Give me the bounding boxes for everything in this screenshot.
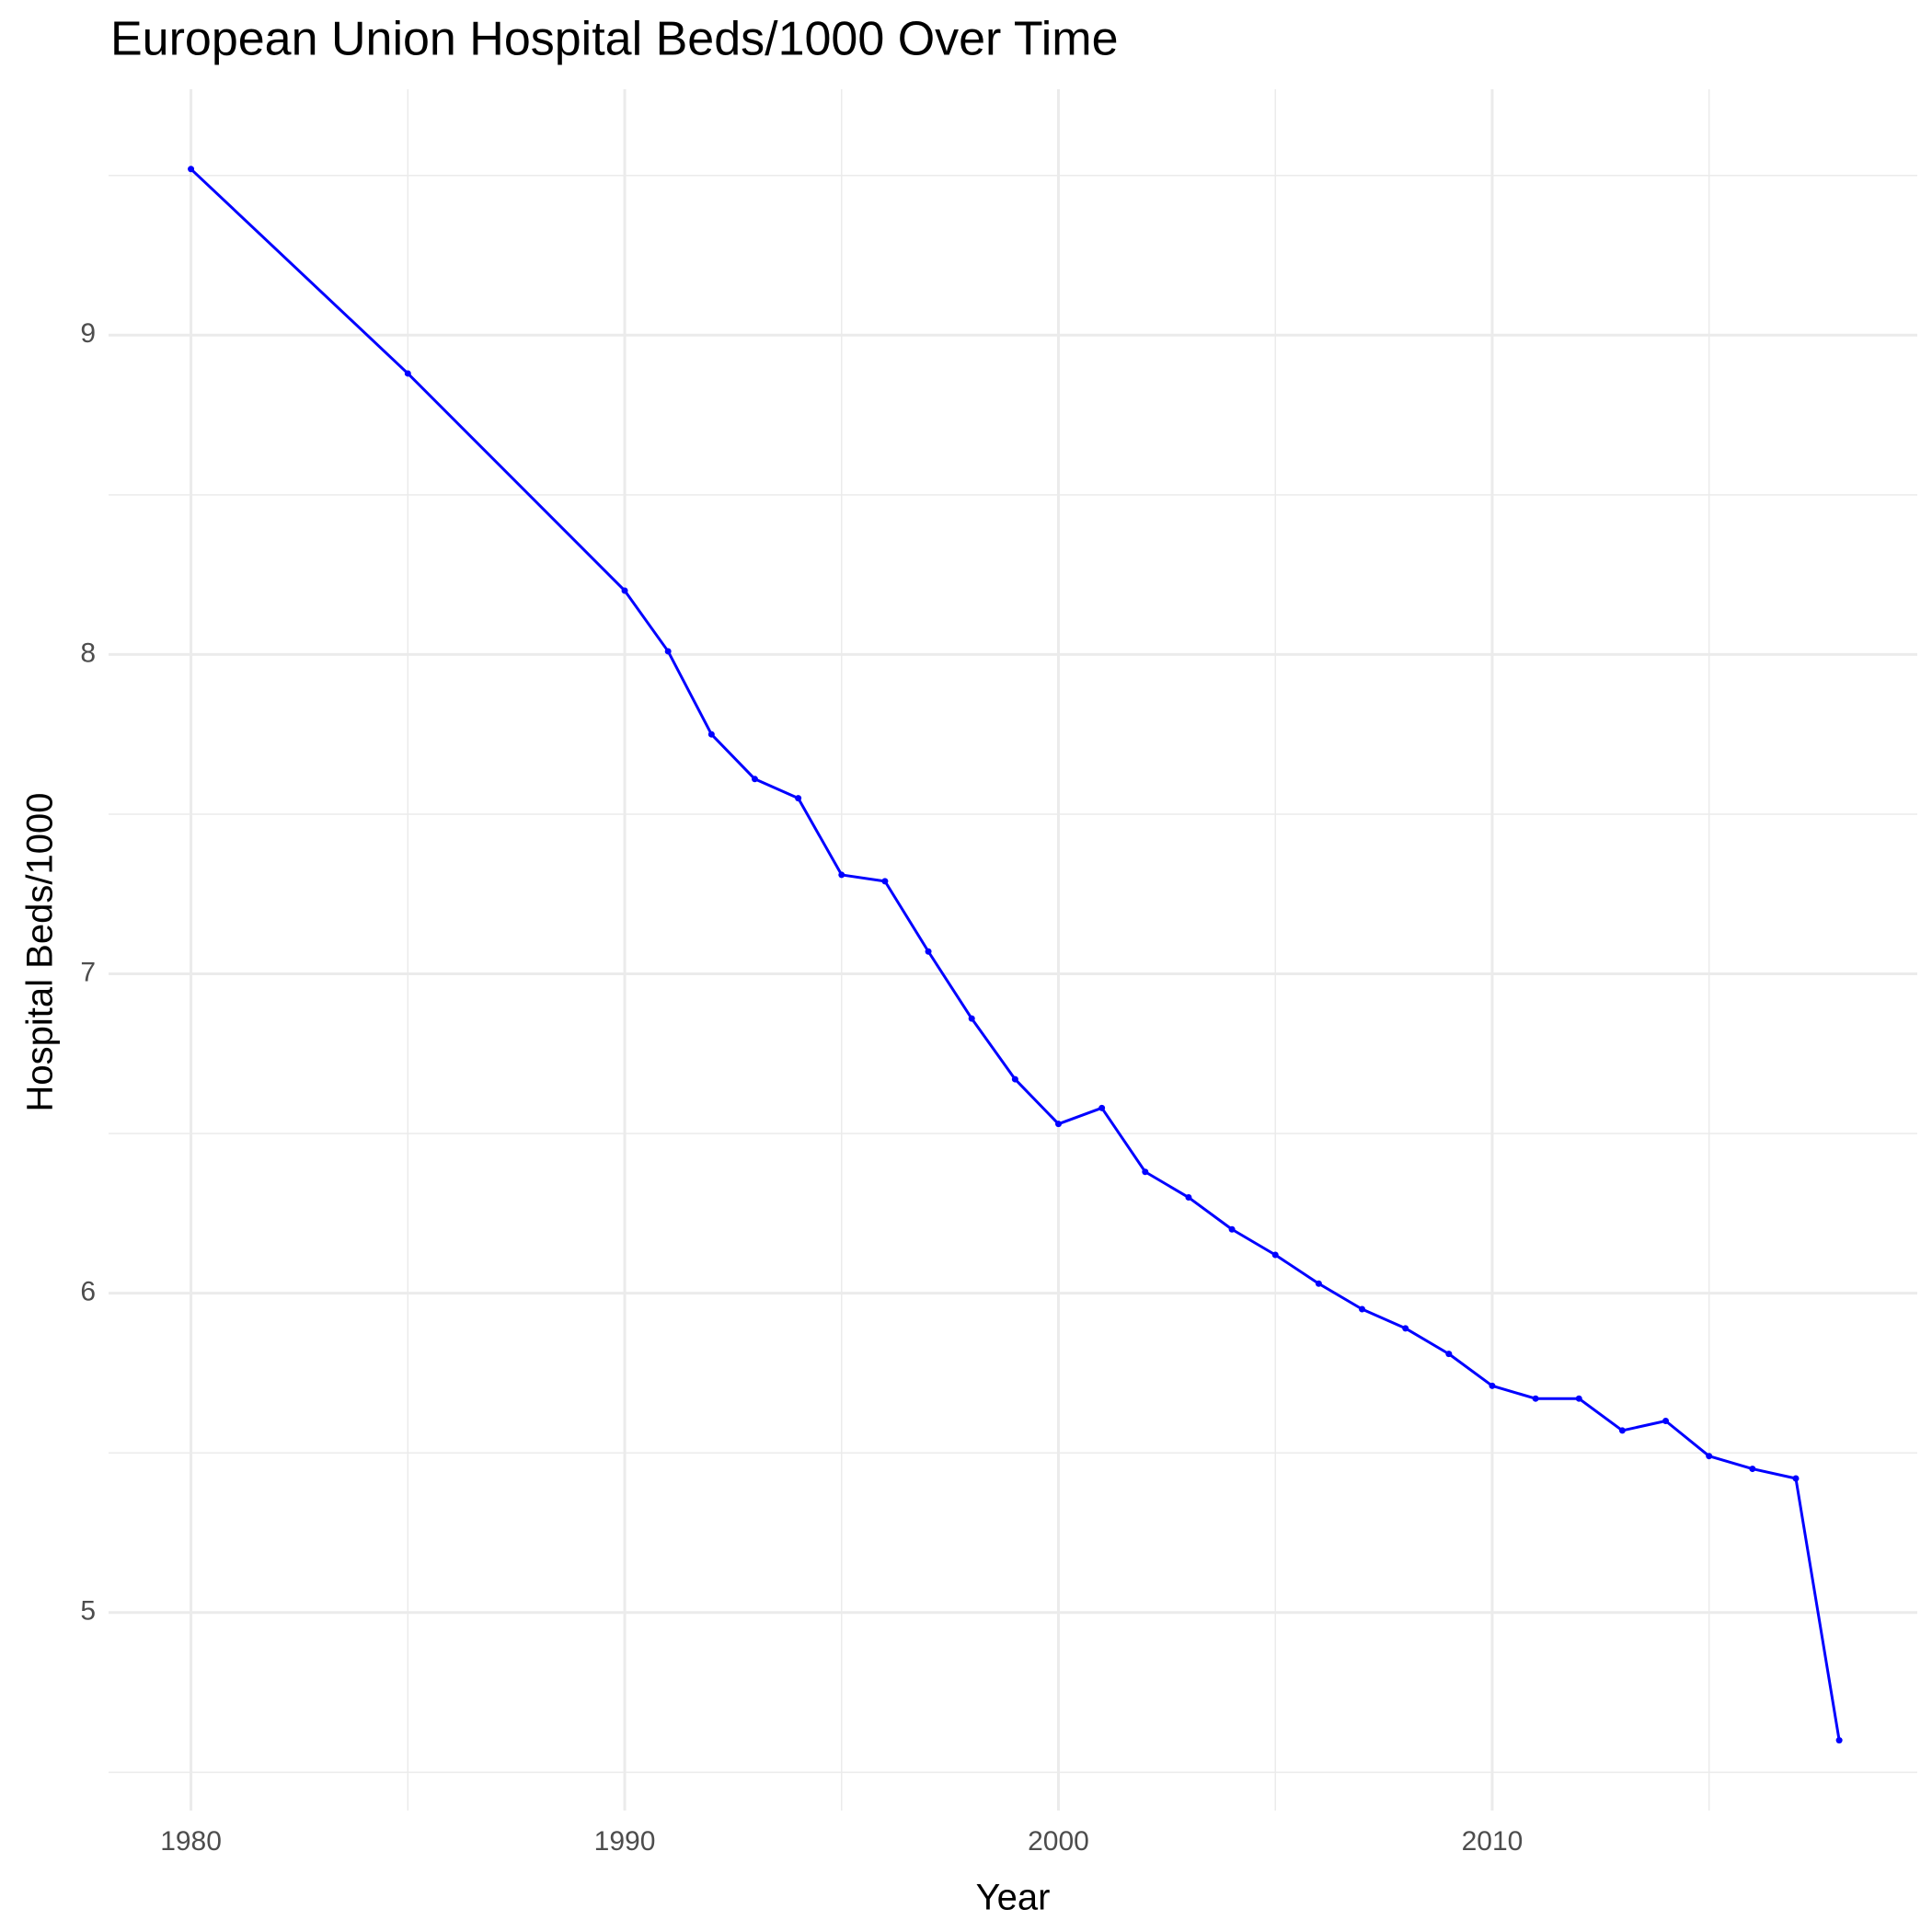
data-point: [968, 1015, 975, 1022]
data-point: [1271, 1251, 1279, 1259]
x-tick-label: 1990: [594, 1826, 656, 1857]
y-tick-label: 6: [80, 1277, 96, 1307]
plot: [109, 89, 1917, 1811]
data-point: [188, 166, 195, 173]
data-point: [838, 871, 845, 879]
data-point: [1098, 1104, 1106, 1111]
data-point: [707, 730, 715, 738]
data-point: [881, 878, 889, 885]
data-point: [1575, 1395, 1582, 1402]
chart-title: European Union Hospital Beds/1000 Over T…: [110, 13, 1119, 66]
data-point: [1011, 1075, 1018, 1083]
data-point: [1835, 1737, 1843, 1744]
y-tick-label: 7: [80, 957, 96, 987]
y-tick-label: 5: [80, 1596, 96, 1627]
data-point: [1662, 1418, 1670, 1425]
data-point: [1618, 1427, 1626, 1434]
data-point: [1489, 1382, 1496, 1389]
y-axis-title: Hospital Beds/1000: [20, 793, 61, 1112]
data-point: [1706, 1453, 1713, 1460]
data-point: [1359, 1305, 1366, 1313]
data-point: [621, 587, 628, 594]
data-point: [1055, 1121, 1063, 1128]
x-tick-label: 2010: [1462, 1826, 1524, 1857]
y-tick-label: 9: [80, 318, 96, 349]
data-point: [1185, 1194, 1192, 1202]
data-point: [1402, 1325, 1409, 1332]
data-point: [1142, 1168, 1149, 1176]
x-tick-label: 1980: [160, 1826, 222, 1857]
y-tick-label: 8: [80, 638, 96, 668]
x-tick-label: 2000: [1028, 1826, 1089, 1857]
x-axis-title: Year: [976, 1878, 1051, 1918]
data-point: [751, 776, 758, 783]
data-point: [795, 795, 802, 802]
data-point: [1532, 1395, 1539, 1402]
data-point: [1228, 1225, 1236, 1233]
data-point: [664, 648, 672, 655]
data-point: [1315, 1280, 1322, 1287]
data-point: [1445, 1351, 1453, 1358]
data-point: [404, 370, 411, 377]
series-line: [190, 167, 1841, 1741]
data-point: [1792, 1475, 1800, 1482]
data-point: [925, 948, 932, 955]
data-point: [1749, 1466, 1756, 1473]
